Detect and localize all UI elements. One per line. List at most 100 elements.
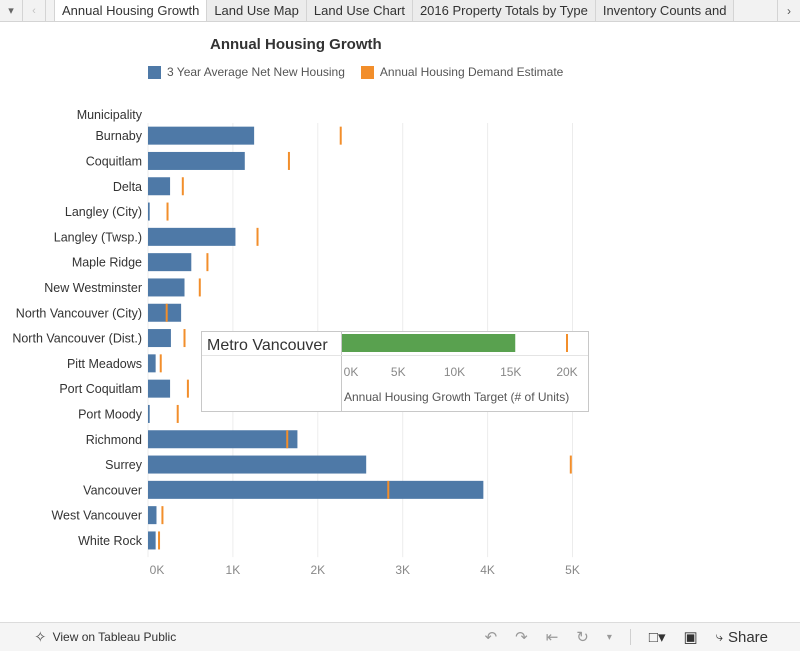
tick-demand-estimate[interactable] [181,177,184,196]
legend-swatch-orange [360,65,374,79]
category-label: Langley (City) [65,205,142,219]
housing-growth-bar-chart[interactable]: 0K 1K 2K 3K 4K 5K Municipality Burnaby Coquitlam… [0,0,800,600]
toolbar-actions: ↶ ↷ ⇤ ↻ ▾ □▾ ▣ ⤷ Share [484,628,800,647]
sheet-tab[interactable]: 2016 Property Totals by Type [412,0,596,21]
bar-net-new-housing[interactable] [148,177,171,196]
tick-demand-estimate[interactable] [387,480,390,499]
bar-net-new-housing[interactable] [148,480,484,499]
bar-net-new-housing[interactable] [148,202,150,221]
metro-vancouver-target-chart[interactable]: Metro Vancouver 0K 5K 10K 15K 20K Annual Housi… [201,331,591,413]
bar-net-new-housing[interactable] [148,227,236,246]
bar-net-new-housing[interactable] [148,354,156,373]
refresh-icon[interactable]: ↻ [576,629,589,646]
inset-x-axis-title: Annual Housing Growth Target (# of Units… [344,390,569,404]
bar-net-new-housing[interactable] [148,379,171,398]
category-label: Vancouver [83,483,142,497]
inset-x-tick-label: 15K [500,365,521,379]
category-label: New Westminster [44,281,142,295]
x-tick-label: 1K [226,563,241,577]
inset-category-label: Metro Vancouver [207,337,328,354]
inset-x-tick-label: 20K [556,365,577,379]
row-header-label: Municipality [77,108,143,122]
legend-item-net-new-housing[interactable]: 3 Year Average Net New Housing [148,65,345,79]
tick-demand-estimate[interactable] [159,354,162,373]
tick-demand-estimate[interactable] [286,430,289,449]
x-tick-label: 3K [395,563,410,577]
x-tick-label: 0K [150,563,165,577]
tick-demand-estimate[interactable] [166,202,169,221]
bar-net-new-housing[interactable] [148,531,156,550]
category-label: Richmond [86,433,142,447]
bottom-toolbar: ✧ View on Tableau Public ↶ ↷ ⇤ ↻ ▾ □▾ ▣ … [0,622,800,651]
x-tick-label: 5K [565,563,580,577]
legend-item-demand-estimate[interactable]: Annual Housing Demand Estimate [360,65,564,79]
sheet-tab[interactable]: Annual Housing Growth [54,0,208,21]
share-label: Share [727,628,768,646]
undo-icon[interactable]: ↶ [484,629,498,646]
category-label: Pitt Meadows [67,357,142,371]
tick-demand-estimate[interactable] [339,126,342,145]
category-label: North Vancouver (City) [16,306,142,320]
view-on-tableau-label: View on Tableau Public [52,630,177,644]
bar-net-new-housing[interactable] [148,430,298,449]
pause-dropdown-icon[interactable]: ▾ [606,631,612,643]
sheet-tab[interactable]: Inventory Counts and [595,0,735,21]
tick-growth-target[interactable] [566,334,568,352]
view-on-tableau-public-link[interactable]: ✧ View on Tableau Public [0,628,176,646]
tick-demand-estimate[interactable] [256,227,259,246]
chart-legend: 3 Year Average Net New Housing Annual Ho… [148,65,563,79]
redo-icon[interactable]: ↷ [515,629,528,646]
bar-net-new-housing[interactable] [148,253,192,272]
bar-net-new-housing[interactable] [148,329,171,348]
legend-label: 3 Year Average Net New Housing [167,65,345,79]
tick-demand-estimate[interactable] [206,253,209,272]
share-icon: ⤷ [715,629,723,644]
category-label: White Rock [78,534,143,548]
bar-net-new-housing[interactable] [148,126,255,145]
category-label: Coquitlam [86,154,142,168]
comment-dropdown-icon[interactable]: □▾ [648,629,666,646]
bar-net-new-housing[interactable] [148,303,182,322]
sheet-tab[interactable]: Land Use Map [207,0,307,21]
bar-net-new-housing[interactable] [148,404,150,423]
tab-scroll-right-icon[interactable]: › [777,0,800,21]
inset-x-tick-label: 0K [344,365,359,379]
fullscreen-icon[interactable]: ▣ [683,629,698,646]
tick-demand-estimate[interactable] [287,151,290,170]
bar-net-new-housing[interactable] [148,455,367,474]
tab-scroll-left-icon[interactable]: ‹ [23,0,46,21]
category-label: Langley (Twsp.) [54,230,142,244]
category-label: Maple Ridge [72,256,142,270]
tick-demand-estimate[interactable] [176,404,179,423]
tableau-logo-icon: ✧ [34,629,47,646]
tick-demand-estimate[interactable] [198,278,201,297]
tick-demand-estimate[interactable] [186,379,189,398]
chart-title: Annual Housing Growth [210,36,382,53]
revert-icon[interactable]: ⇤ [545,629,559,646]
tick-demand-estimate[interactable] [183,329,186,348]
inset-x-tick-label: 5K [391,365,406,379]
category-label: Delta [113,180,142,194]
bar-net-new-housing[interactable] [148,278,185,297]
legend-swatch-blue [148,65,161,79]
category-label: Surrey [105,458,143,472]
x-tick-label: 2K [310,563,325,577]
legend-label: Annual Housing Demand Estimate [379,65,564,79]
inset-x-tick-label: 10K [444,365,465,379]
tick-demand-estimate[interactable] [161,506,164,525]
category-label: West Vancouver [51,509,142,523]
category-label: Burnaby [95,129,142,143]
tick-demand-estimate[interactable] [158,531,161,550]
category-label: North Vancouver (Dist.) [12,332,142,346]
bar-net-new-housing[interactable] [148,151,245,170]
tick-demand-estimate[interactable] [165,303,168,322]
sheet-tab[interactable]: Land Use Chart [306,0,413,21]
toolbar-divider [629,629,631,645]
x-tick-label: 4K [480,563,495,577]
tick-demand-estimate[interactable] [569,455,572,474]
bar-net-new-housing[interactable] [148,506,157,525]
category-label: Port Moody [78,407,143,421]
tab-menu-dropdown-icon[interactable]: ▾ [0,0,23,21]
share-button[interactable]: ⤷ Share [716,629,768,646]
bar-metro-vancouver[interactable] [342,334,516,352]
